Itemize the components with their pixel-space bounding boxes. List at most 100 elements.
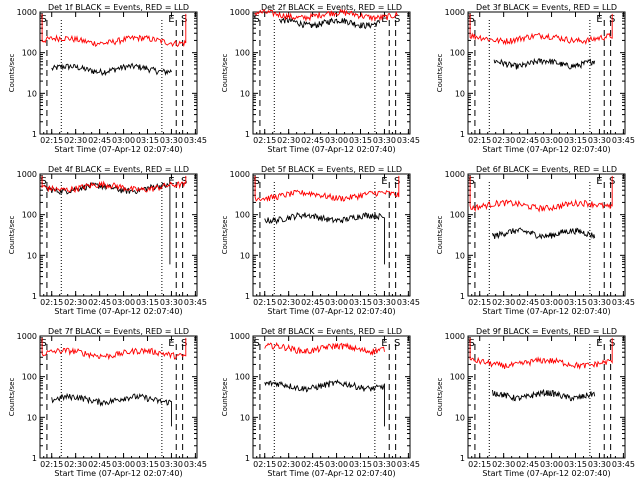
- x-tick-label: 03:45: [184, 136, 207, 145]
- event-marker-e: E: [381, 14, 387, 25]
- y-tick-label: 1: [245, 130, 250, 139]
- event-marker-e: E: [381, 338, 387, 349]
- x-tick-label: 02:15: [468, 298, 491, 307]
- plot-frame: [252, 173, 411, 297]
- x-axis-label: Start Time (07-Apr-12 02:07:40): [482, 469, 610, 478]
- x-tick-label: 03:30: [373, 460, 396, 469]
- y-tick-label: 1: [460, 454, 465, 463]
- x-tick-label: 02:45: [301, 460, 324, 469]
- plot-frame: [467, 335, 626, 459]
- x-tick-label: 03:00: [325, 460, 348, 469]
- y-tick-label: 1: [460, 130, 465, 139]
- x-tick-label: 02:45: [88, 136, 111, 145]
- y-axis-label: Counts/sec: [436, 54, 444, 93]
- event-marker-e: E: [168, 14, 174, 25]
- y-axis-label: Counts/sec: [8, 378, 16, 417]
- y-tick-label: 100: [235, 373, 250, 382]
- events-series-line: [43, 182, 171, 265]
- event-marker-s: S: [41, 176, 47, 187]
- x-tick-label: 02:45: [301, 136, 324, 145]
- x-tick-label: 03:15: [136, 298, 159, 307]
- event-marker-e: E: [596, 14, 602, 25]
- plot-title: Det 8f BLACK = Events, RED = LLD: [261, 327, 402, 336]
- x-tick-label: 03:45: [397, 136, 420, 145]
- y-tick-label: 10: [240, 413, 250, 422]
- x-tick-label: 02:30: [492, 460, 515, 469]
- x-tick-label: 02:30: [277, 460, 300, 469]
- panel-det-7: Det 7f BLACK = Events, RED = LLD Counts/s…: [8, 327, 207, 478]
- event-marker-s: S: [394, 176, 400, 187]
- x-tick-label: 02:45: [516, 460, 539, 469]
- x-tick-label: 03:15: [136, 460, 159, 469]
- x-tick-label: 02:30: [64, 460, 87, 469]
- event-marker-s: S: [181, 176, 187, 187]
- x-axis-label: Start Time (07-Apr-12 02:07:40): [267, 307, 395, 316]
- y-tick-label: 100: [450, 373, 465, 382]
- x-tick-label: 03:00: [540, 298, 563, 307]
- panel-det-6: Det 6f BLACK = Events, RED = LLD Counts/s…: [436, 165, 635, 316]
- x-tick-label: 02:45: [301, 298, 324, 307]
- y-tick-label: 1000: [230, 8, 250, 17]
- x-axis-label: Start Time (07-Apr-12 02:07:40): [54, 469, 182, 478]
- events-series-line: [493, 57, 596, 70]
- x-tick-label: 02:30: [64, 136, 87, 145]
- panel-det-8: Det 8f BLACK = Events, RED = LLD Counts/s…: [221, 327, 420, 478]
- y-tick-label: 1000: [17, 170, 37, 179]
- lld-series-line: [254, 175, 400, 203]
- x-tick-label: 03:00: [540, 136, 563, 145]
- y-tick-label: 100: [22, 49, 37, 58]
- x-tick-label: 03:30: [160, 298, 183, 307]
- event-marker-s: S: [181, 338, 187, 349]
- y-tick-label: 100: [235, 49, 250, 58]
- event-marker-s: S: [41, 14, 47, 25]
- event-marker-s: S: [41, 338, 47, 349]
- plot-frame: [39, 335, 198, 459]
- x-tick-label: 03:15: [564, 298, 587, 307]
- y-tick-label: 100: [450, 49, 465, 58]
- y-tick-label: 10: [455, 251, 465, 260]
- plot-frame: [252, 335, 411, 459]
- event-marker-s: S: [394, 14, 400, 25]
- x-tick-label: 03:00: [325, 136, 348, 145]
- y-tick-label: 10: [240, 251, 250, 260]
- x-tick-label: 03:00: [325, 298, 348, 307]
- panel-det-9: Det 9f BLACK = Events, RED = LLD Counts/s…: [436, 327, 635, 478]
- y-tick-label: 100: [235, 211, 250, 220]
- y-tick-label: 10: [27, 89, 37, 98]
- x-tick-label: 03:15: [564, 136, 587, 145]
- y-tick-label: 100: [22, 373, 37, 382]
- plot-frame: [39, 173, 198, 297]
- event-marker-s: S: [469, 176, 475, 187]
- x-tick-label: 02:45: [88, 460, 111, 469]
- y-tick-label: 100: [450, 211, 465, 220]
- plot-frame: [467, 173, 626, 297]
- plot-title: Det 1f BLACK = Events, RED = LLD: [48, 3, 189, 12]
- x-tick-label: 02:45: [516, 136, 539, 145]
- y-tick-label: 1: [32, 454, 37, 463]
- events-series-line: [264, 379, 385, 427]
- event-marker-s: S: [469, 338, 475, 349]
- lld-series-line: [41, 13, 187, 48]
- y-tick-label: 1: [245, 454, 250, 463]
- x-tick-label: 02:45: [88, 298, 111, 307]
- y-tick-label: 10: [27, 413, 37, 422]
- x-axis-label: Start Time (07-Apr-12 02:07:40): [267, 469, 395, 478]
- event-marker-s: S: [394, 338, 400, 349]
- plot-title: Det 9f BLACK = Events, RED = LLD: [476, 327, 617, 336]
- x-axis-label: Start Time (07-Apr-12 02:07:40): [54, 145, 182, 154]
- x-tick-label: 02:15: [40, 298, 63, 307]
- lld-series-line: [254, 8, 398, 22]
- x-tick-label: 02:15: [40, 460, 63, 469]
- x-tick-label: 03:30: [373, 136, 396, 145]
- y-tick-label: 100: [22, 211, 37, 220]
- y-tick-label: 10: [27, 251, 37, 260]
- event-marker-s: S: [254, 176, 260, 187]
- x-tick-label: 03:30: [160, 460, 183, 469]
- x-tick-label: 02:30: [64, 298, 87, 307]
- x-tick-label: 03:45: [612, 460, 635, 469]
- lld-series-line: [469, 337, 613, 370]
- plot-title: Det 2f BLACK = Events, RED = LLD: [261, 3, 402, 12]
- x-tick-label: 03:00: [540, 460, 563, 469]
- y-tick-label: 1000: [445, 332, 465, 341]
- x-tick-label: 02:45: [516, 298, 539, 307]
